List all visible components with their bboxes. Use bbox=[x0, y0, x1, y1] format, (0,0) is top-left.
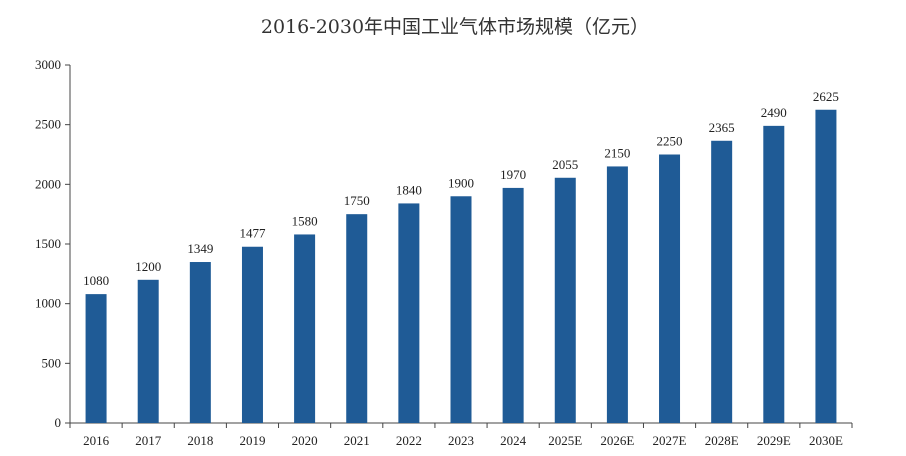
data-label: 1200 bbox=[135, 259, 161, 274]
data-label: 2490 bbox=[761, 105, 787, 120]
x-tick-label: 2027E bbox=[653, 433, 687, 448]
x-tick-label: 2020 bbox=[292, 433, 318, 448]
x-tick-label: 2021 bbox=[344, 433, 370, 448]
data-label: 1580 bbox=[292, 213, 318, 228]
data-labels: 1080 1200 1349 1477 1580 1750 1840 1900 1970 2055… bbox=[83, 89, 839, 288]
x-tick-label: 2022 bbox=[396, 433, 422, 448]
data-label: 2625 bbox=[813, 89, 839, 104]
bar bbox=[554, 177, 576, 423]
bar bbox=[398, 203, 420, 423]
y-tick-label: 0 bbox=[55, 415, 62, 430]
bars bbox=[85, 109, 837, 424]
data-label: 1900 bbox=[448, 175, 474, 190]
x-tick-label: 2019 bbox=[239, 433, 265, 448]
data-label: 1750 bbox=[344, 193, 370, 208]
x-tick-label: 2026E bbox=[600, 433, 634, 448]
data-label: 2365 bbox=[709, 120, 735, 135]
x-tick-label: 2028E bbox=[705, 433, 739, 448]
y-tick-label: 2500 bbox=[35, 117, 61, 132]
data-label: 2150 bbox=[604, 145, 630, 160]
x-tick-label: 2018 bbox=[187, 433, 213, 448]
bar bbox=[763, 125, 785, 424]
bar bbox=[606, 166, 628, 423]
bar bbox=[502, 187, 524, 423]
bar bbox=[189, 262, 211, 423]
data-label: 1970 bbox=[500, 167, 526, 182]
y-tick-label: 1500 bbox=[35, 236, 61, 251]
x-tick-label: 2017 bbox=[135, 433, 162, 448]
y-axis: 0 500 1000 1500 2000 2500 3000 bbox=[35, 57, 71, 430]
bar bbox=[346, 214, 368, 423]
y-tick-label: 2000 bbox=[35, 176, 61, 191]
x-tick-label: 2016 bbox=[83, 433, 110, 448]
data-label: 1477 bbox=[239, 226, 266, 241]
data-label: 1349 bbox=[187, 241, 213, 256]
data-label: 1080 bbox=[83, 273, 109, 288]
x-tick-label: 2030E bbox=[809, 433, 843, 448]
y-tick-label: 1000 bbox=[35, 296, 61, 311]
x-tick-label: 2025E bbox=[548, 433, 582, 448]
x-tick-label: 2023 bbox=[448, 433, 474, 448]
bar bbox=[241, 246, 263, 423]
bar bbox=[711, 140, 733, 423]
y-tick-label: 3000 bbox=[35, 57, 61, 72]
bar bbox=[815, 109, 837, 423]
data-label: 2250 bbox=[657, 134, 683, 149]
x-tick-label: 2024 bbox=[500, 433, 527, 448]
x-axis: 2016 2017 2018 2019 2020 2021 2022 2023 2024 2025… bbox=[69, 422, 853, 448]
data-label: 2055 bbox=[552, 157, 578, 172]
data-label: 1840 bbox=[396, 182, 422, 197]
bar bbox=[137, 279, 159, 423]
chart-title: 2016-2030年中国工业气体市场规模（亿元） bbox=[261, 16, 649, 38]
bar bbox=[450, 196, 472, 423]
bar bbox=[294, 234, 316, 423]
bar bbox=[85, 294, 107, 423]
x-tick-label: 2029E bbox=[757, 433, 791, 448]
bar bbox=[659, 154, 681, 423]
y-tick-label: 500 bbox=[42, 355, 62, 370]
